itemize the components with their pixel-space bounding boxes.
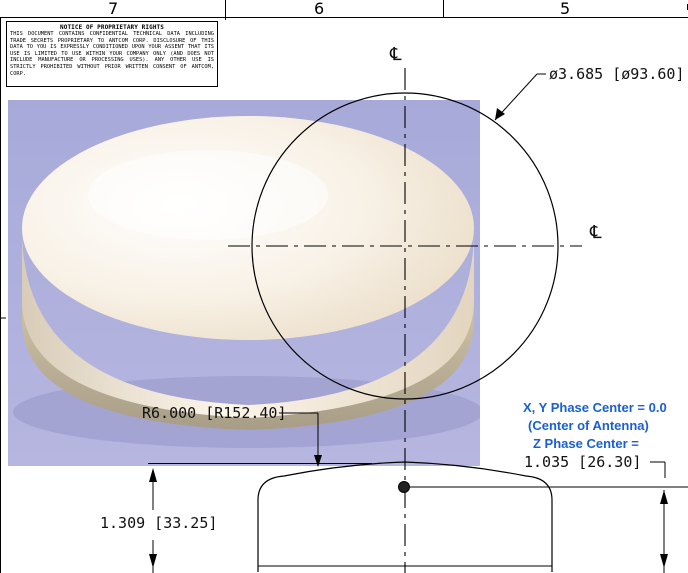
radius-dimension: R6.000 [R152.40] xyxy=(142,404,287,422)
notice-title: NOTICE OF PROPRIETARY RIGHTS xyxy=(60,24,164,31)
zone-number-7: 7 xyxy=(108,0,119,18)
zone-number-6: 6 xyxy=(314,0,325,18)
center-of-antenna-note: (Center of Antenna) xyxy=(528,418,649,433)
phase-center-dot xyxy=(398,481,410,493)
xy-phase-center-note: X, Y Phase Center = 0.0 xyxy=(523,400,667,415)
z-phase-center-note: Z Phase Center = xyxy=(533,436,639,451)
centerline-symbol-vertical: ℄ xyxy=(390,44,402,65)
diameter-dimension: ø3.685 [ø93.60] xyxy=(549,65,685,83)
proprietary-notice: NOTICE OF PROPRIETARY RIGHTS THIS DOCUME… xyxy=(6,21,218,87)
zone-strip xyxy=(0,0,688,20)
z-phase-dimension: 1.035 [26.30] xyxy=(524,453,642,471)
centerline-symbol-horizontal: ℄ xyxy=(590,222,602,243)
height-dimension: 1.309 [33.25] xyxy=(100,514,218,532)
side-profile xyxy=(257,461,553,572)
zone-number-5: 5 xyxy=(560,0,571,18)
notice-body: THIS DOCUMENT CONTAINS CONFIDENTIAL TECH… xyxy=(10,31,214,77)
